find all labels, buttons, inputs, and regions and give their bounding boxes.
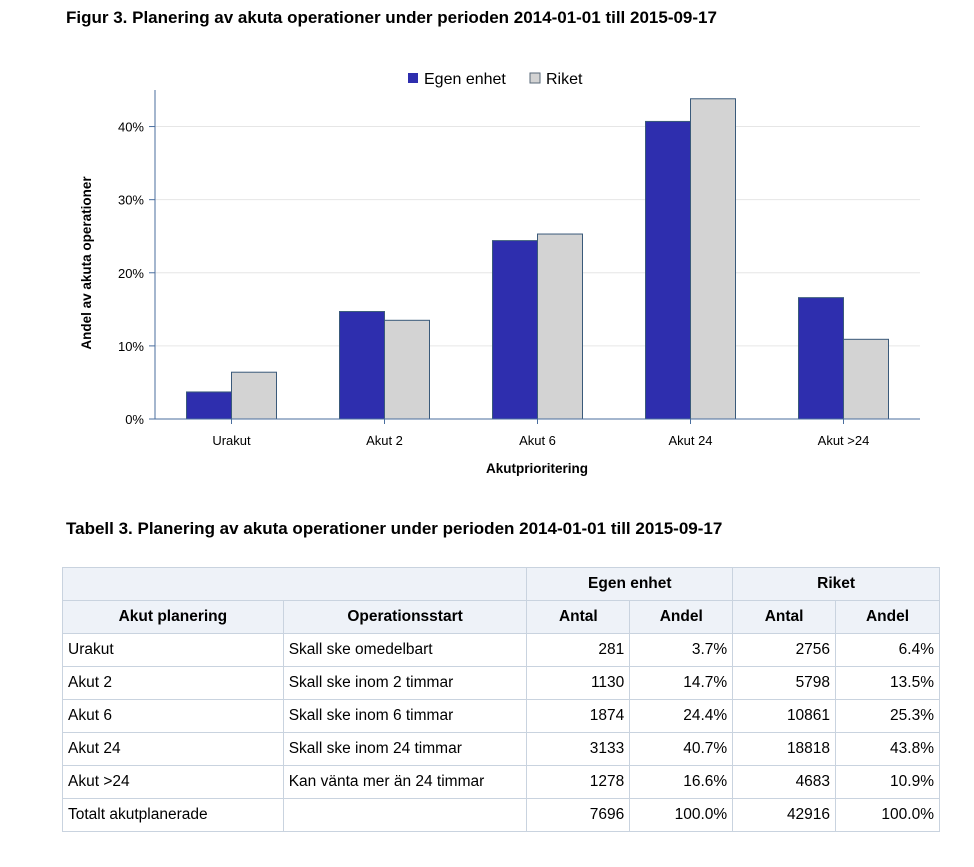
empty-header-cell xyxy=(61,567,528,601)
table-cell: Skall ske omedelbart xyxy=(282,633,528,667)
bar-egen-enhet xyxy=(492,240,538,420)
table-cell: Totalt akutplanerade xyxy=(62,798,284,832)
bar-riket xyxy=(690,98,736,420)
y-tick-label: 10% xyxy=(118,339,144,354)
y-tick-label: 0% xyxy=(125,412,144,427)
table-cell: 281 xyxy=(526,633,631,667)
table-cell: Kan vänta mer än 24 timmar xyxy=(282,765,528,799)
table-cell: Akut >24 xyxy=(62,765,284,799)
table-cell: 6.4% xyxy=(835,633,940,667)
table-row: Akut >24 Kan vänta mer än 24 timmar 1278 16… xyxy=(62,765,940,799)
table-cell: 100.0% xyxy=(629,798,734,832)
x-tick-label: Akut 24 xyxy=(668,433,712,448)
table-row: Akut 2 Skall ske inom 2 timmar 1130 14.7% 57… xyxy=(62,666,940,700)
bar-riket xyxy=(843,338,889,420)
bar-chart: 0% 10% 20% 30% 40% Urakut Akut 2 Akut 6 Akut 24 A… xyxy=(79,71,920,476)
group-header-riket: Riket xyxy=(732,567,940,601)
table-cell: 14.7% xyxy=(629,666,734,700)
bar-egen-enhet xyxy=(645,120,691,420)
column-header: Andel xyxy=(629,600,734,634)
column-header: Andel xyxy=(835,600,940,634)
legend-label-riket: Riket xyxy=(546,71,583,88)
table-body: Urakut Skall ske omedelbart 281 3.7% 2756 6.4… xyxy=(62,633,940,832)
x-tick-label: Akut 6 xyxy=(519,433,556,448)
table-cell: 16.6% xyxy=(629,765,734,799)
legend-swatch-riket xyxy=(529,72,541,84)
table-cell: 100.0% xyxy=(835,798,940,832)
table-cell: 10.9% xyxy=(835,765,940,799)
table-cell: 1130 xyxy=(526,666,631,700)
table-cell: 5798 xyxy=(732,666,837,700)
table-cell: Akut 24 xyxy=(62,732,284,766)
x-tick-label: Akut >24 xyxy=(818,433,870,448)
table-cell: 10861 xyxy=(732,699,837,733)
table-cell: 1278 xyxy=(526,765,631,799)
table-cell: Skall ske inom 6 timmar xyxy=(282,699,528,733)
column-header: Operationsstart xyxy=(282,600,528,634)
column-header: Antal xyxy=(526,600,631,634)
bar-riket xyxy=(537,233,583,420)
bar-riket xyxy=(384,319,430,420)
bar-egen-enhet xyxy=(339,311,385,420)
table-row: Totalt akutplanerade 7696 100.0% 42916 100.0… xyxy=(62,798,940,832)
table-title: Tabell 3. Planering av akuta operationer… xyxy=(66,519,723,538)
table-cell: 25.3% xyxy=(835,699,940,733)
data-table: Egen enhet Riket Akut planering Operatio… xyxy=(61,567,940,832)
y-tick-label: 20% xyxy=(118,266,144,281)
table-cell: 3133 xyxy=(526,732,631,766)
table-cell: 43.8% xyxy=(835,732,940,766)
table-cell: Skall ske inom 24 timmar xyxy=(282,732,528,766)
legend-label-egen-enhet: Egen enhet xyxy=(424,71,506,88)
column-header: Antal xyxy=(732,600,837,634)
table-cell: 42916 xyxy=(732,798,837,832)
group-header-egen: Egen enhet xyxy=(526,567,734,601)
bar-riket xyxy=(231,371,277,420)
table-cell xyxy=(282,798,528,832)
x-tick-label: Akut 2 xyxy=(366,433,403,448)
table-row: Urakut Skall ske omedelbart 281 3.7% 2756 6.4… xyxy=(62,633,940,667)
table-row: Akut 6 Skall ske inom 6 timmar 1874 24.4% 10… xyxy=(62,699,940,733)
column-header: Akut planering xyxy=(62,600,284,634)
x-tick-label: Urakut xyxy=(212,433,251,448)
table-cell: Urakut xyxy=(62,633,284,667)
legend-swatch-egen-enhet xyxy=(408,73,418,83)
bar-egen-enhet xyxy=(798,297,844,420)
table-cell: 4683 xyxy=(732,765,837,799)
table-cell: 18818 xyxy=(732,732,837,766)
table-row: Akut 24 Skall ske inom 24 timmar 3133 40.7%… xyxy=(62,732,940,766)
y-axis-title: Andel av akuta operationer xyxy=(79,176,94,350)
table-cell: 13.5% xyxy=(835,666,940,700)
table-cell: Akut 6 xyxy=(62,699,284,733)
table-cell: 7696 xyxy=(526,798,631,832)
figure-title: Figur 3. Planering av akuta operationer … xyxy=(66,8,717,27)
table-cell: 40.7% xyxy=(629,732,734,766)
bar-egen-enhet xyxy=(186,391,232,420)
table-cell: 24.4% xyxy=(629,699,734,733)
table-column-header-row: Akut planering Operationsstart Antal And… xyxy=(62,600,940,634)
table-cell: Akut 2 xyxy=(62,666,284,700)
y-tick-label: 40% xyxy=(118,120,144,135)
y-tick-label: 30% xyxy=(118,193,144,208)
table-cell: 1874 xyxy=(526,699,631,733)
table-cell: Skall ske inom 2 timmar xyxy=(282,666,528,700)
table-cell: 2756 xyxy=(732,633,837,667)
x-axis-title: Akutprioritering xyxy=(486,461,588,476)
table-group-header-row: Egen enhet Riket xyxy=(61,567,940,601)
table-cell: 3.7% xyxy=(629,633,734,667)
